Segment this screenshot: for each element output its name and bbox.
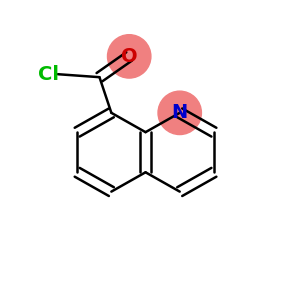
Text: N: N	[172, 103, 188, 122]
Text: Cl: Cl	[38, 65, 59, 84]
Circle shape	[158, 91, 201, 134]
Circle shape	[107, 35, 151, 78]
Text: O: O	[121, 47, 137, 66]
